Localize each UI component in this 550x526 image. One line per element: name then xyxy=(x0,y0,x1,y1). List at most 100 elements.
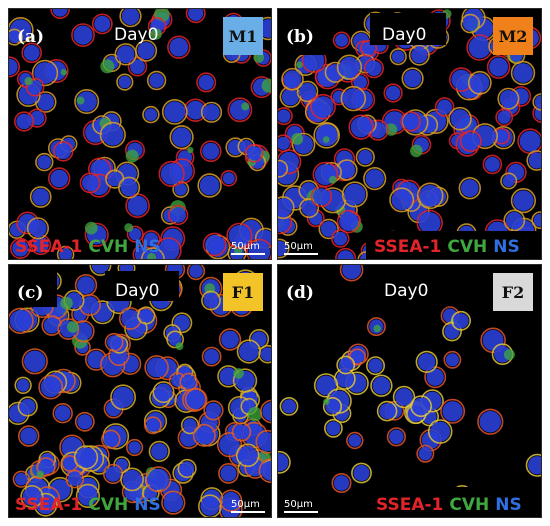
cell xyxy=(135,39,158,62)
cell xyxy=(346,431,364,450)
cell xyxy=(142,105,160,124)
panel-a: (a) Day0 M1 SSEA-1 CVH NS 50μm xyxy=(8,8,272,260)
cell xyxy=(167,35,191,59)
cell xyxy=(389,187,415,213)
cell xyxy=(56,245,75,259)
cell xyxy=(147,17,167,40)
legend-ns: NS xyxy=(134,495,161,515)
cell xyxy=(324,418,343,438)
panel-b: (b) Day0 M2 SSEA-1 CVH NS 50μm xyxy=(277,8,542,260)
cell xyxy=(91,13,113,35)
cell xyxy=(376,400,398,422)
cell xyxy=(408,44,430,66)
cell xyxy=(12,470,30,488)
cell xyxy=(104,332,124,352)
cell xyxy=(466,34,493,61)
cell xyxy=(526,150,541,171)
cell xyxy=(179,372,198,392)
cell-image-d xyxy=(278,265,541,506)
cell xyxy=(322,397,343,417)
cell xyxy=(21,348,48,375)
cell xyxy=(278,450,291,474)
cell xyxy=(48,167,71,190)
cell xyxy=(143,416,162,435)
cell xyxy=(500,172,518,190)
cell xyxy=(410,395,433,418)
cell xyxy=(416,444,435,463)
cell-image-c xyxy=(9,265,271,517)
scale-label: 50μm xyxy=(284,241,313,252)
cell xyxy=(258,458,271,483)
cell xyxy=(232,368,258,393)
cell xyxy=(218,462,239,484)
cell xyxy=(258,344,271,364)
legend-cvh: CVH xyxy=(447,237,488,257)
cell xyxy=(38,374,64,400)
panel-label: (a) xyxy=(17,27,45,47)
cell xyxy=(477,408,504,435)
stain-legend: SSEA-1 CVH NS xyxy=(15,495,167,515)
day-label: Day0 xyxy=(114,25,159,45)
legend-ns: NS xyxy=(495,495,522,515)
cell xyxy=(383,83,403,103)
cell xyxy=(231,422,252,442)
legend-cvh: CVH xyxy=(449,495,490,515)
cell xyxy=(161,490,186,515)
cell xyxy=(510,60,536,86)
cell xyxy=(60,289,85,311)
cell xyxy=(65,469,85,489)
legend-ns: NS xyxy=(493,237,520,257)
cell xyxy=(127,56,148,77)
cell xyxy=(250,76,271,99)
cell xyxy=(355,147,375,167)
cell xyxy=(169,125,194,150)
cell xyxy=(260,399,271,424)
cell xyxy=(220,170,238,187)
cell xyxy=(168,204,189,226)
cell xyxy=(192,423,216,447)
stain-legend: SSEA-1 CVH NS xyxy=(15,237,167,257)
cell xyxy=(491,343,515,365)
cell xyxy=(74,89,100,115)
cell xyxy=(415,350,438,373)
cell xyxy=(331,229,350,248)
cell xyxy=(158,160,185,187)
cell xyxy=(201,346,222,367)
scale-bar: 50μm xyxy=(284,499,318,513)
cell xyxy=(120,467,145,492)
cell xyxy=(236,339,261,364)
sample-tag: M1 xyxy=(223,17,263,55)
cell xyxy=(336,209,361,234)
cell xyxy=(26,217,49,240)
cell xyxy=(458,177,482,200)
cell xyxy=(177,458,197,479)
panel-c: (c) Day0 F1 SSEA-1 CVH NS 50μm xyxy=(8,264,272,518)
cell xyxy=(74,411,95,432)
cell xyxy=(440,398,466,424)
cell xyxy=(460,13,481,34)
cell xyxy=(281,67,304,91)
cell xyxy=(29,186,52,208)
cell xyxy=(9,307,34,334)
panel-label: (d) xyxy=(286,283,314,303)
cell xyxy=(244,144,264,163)
cell xyxy=(119,9,142,28)
scale-bar: 50μm xyxy=(231,241,265,255)
cell xyxy=(360,39,378,57)
scale-bar: 50μm xyxy=(284,241,318,255)
cell xyxy=(102,463,124,485)
cell xyxy=(364,58,385,79)
cell xyxy=(451,310,472,331)
cell xyxy=(114,43,137,66)
legend-ssea: SSEA-1 xyxy=(374,237,442,257)
cell xyxy=(172,180,190,198)
cell xyxy=(57,318,80,340)
sample-tag: F2 xyxy=(493,273,533,311)
cell xyxy=(296,80,319,103)
cell xyxy=(146,70,167,91)
cell xyxy=(14,376,32,395)
cell xyxy=(278,134,293,153)
cell xyxy=(510,188,536,214)
cell xyxy=(180,416,200,435)
cell xyxy=(118,176,141,199)
